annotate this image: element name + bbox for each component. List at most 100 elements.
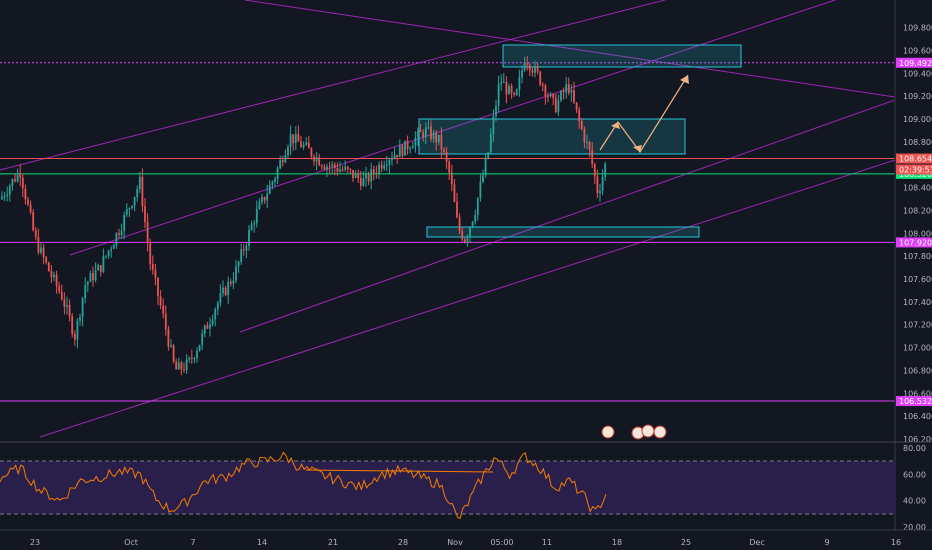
candle-body (37, 237, 40, 253)
candle-body (313, 156, 315, 162)
time-tick-label: 23 (30, 538, 40, 547)
price-tick-label: 107.200 (903, 321, 932, 330)
candle-body (107, 250, 110, 256)
candle-body (190, 357, 193, 359)
candle-body (172, 345, 175, 362)
candle-body (456, 201, 458, 218)
price-axis[interactable]: 109.800 109.600 109.400 109.200 109.000 108.8… (903, 24, 932, 444)
candle-body (391, 158, 393, 160)
candle-body (539, 71, 542, 85)
candle-body (570, 90, 573, 93)
candle-body (484, 158, 487, 176)
candle-body (495, 105, 497, 116)
time-tick-label: 11 (542, 538, 552, 547)
candle-body (216, 302, 219, 310)
time-tick-label: 18 (612, 538, 622, 547)
price-tick-label: 109.000 (903, 115, 932, 124)
candle-body (430, 126, 432, 140)
candle-body (502, 81, 505, 83)
zone-top[interactable] (502, 44, 742, 68)
candle-body (409, 148, 412, 150)
price-tick-label: 106.400 (903, 412, 932, 421)
candle-body (157, 277, 159, 297)
candle-body (458, 217, 461, 231)
candle-body (310, 148, 313, 157)
candle-body (47, 262, 50, 272)
candle-body (445, 152, 448, 162)
candle-body (245, 245, 248, 251)
event-icon[interactable] (641, 424, 655, 438)
candle-body (261, 196, 263, 203)
candle-body (14, 179, 16, 182)
candle-body (71, 316, 74, 335)
candle-body (180, 362, 183, 370)
candle-body (479, 182, 482, 198)
rsi-tick-label: 40.00 (903, 497, 926, 506)
event-icon[interactable] (601, 425, 615, 439)
candle-body (68, 305, 71, 317)
candle-body (271, 181, 274, 185)
candle-body (419, 130, 422, 132)
candle-body (567, 84, 570, 93)
channel-mid-line (239, 99, 896, 333)
zone-bottom[interactable] (426, 226, 700, 238)
candle-body (219, 293, 222, 303)
candle-body (250, 224, 253, 230)
candle-body (164, 313, 167, 330)
candle-body (344, 166, 347, 170)
countdown-label: 02:39:51 (899, 166, 932, 175)
candle-body (289, 134, 292, 148)
candle-body (99, 265, 102, 272)
candle-body (149, 243, 152, 264)
candle-body (406, 140, 409, 150)
candle-body (492, 115, 495, 135)
candle-body (6, 194, 9, 196)
candle-body (352, 169, 354, 178)
candle-body (388, 159, 391, 165)
candle-body (586, 141, 588, 143)
candle-body (432, 132, 435, 140)
candle-body (110, 248, 113, 251)
candle-body (8, 186, 11, 195)
price-tick-label: 108.800 (903, 138, 932, 147)
candle-body (281, 160, 284, 163)
candle-body (372, 169, 375, 173)
candle-body (380, 164, 383, 169)
price-tag-label: 107.920 (899, 238, 932, 247)
candle-body (461, 230, 464, 240)
candle-body (328, 166, 331, 168)
candle-body (203, 325, 206, 334)
price-tick-label: 108.200 (903, 206, 932, 215)
arrow-head-2 (633, 145, 642, 152)
candle-body (362, 178, 365, 187)
candle-body (105, 255, 107, 257)
candle-body (531, 70, 534, 73)
candle-body (123, 214, 126, 231)
candle-body (237, 261, 240, 267)
candle-body (323, 166, 326, 170)
candle-body (471, 221, 474, 227)
candle-body (599, 191, 601, 194)
candle-body (489, 134, 492, 153)
candle-body (1, 196, 3, 199)
candle-body (214, 309, 217, 320)
candle-body (19, 173, 22, 178)
candle-body (591, 149, 594, 165)
candle-body (302, 144, 305, 148)
zone-middle[interactable] (418, 118, 686, 155)
candle-body (240, 249, 243, 262)
candle-body (557, 100, 560, 113)
event-icon[interactable] (653, 425, 667, 439)
candle-body (209, 324, 211, 329)
arrow-head-3 (680, 75, 689, 84)
candle-body (544, 85, 547, 97)
candle-body (76, 320, 79, 340)
event-icons[interactable] (601, 424, 667, 440)
candle-body (11, 179, 14, 187)
candle-body (198, 344, 201, 351)
candle-body (154, 269, 157, 278)
candle-body (297, 133, 300, 142)
projection-path (599, 74, 689, 154)
time-axis[interactable]: 23 Oct 7 14 21 28 Nov 05:00 11 18 25 Dec 9 16 (30, 538, 901, 547)
